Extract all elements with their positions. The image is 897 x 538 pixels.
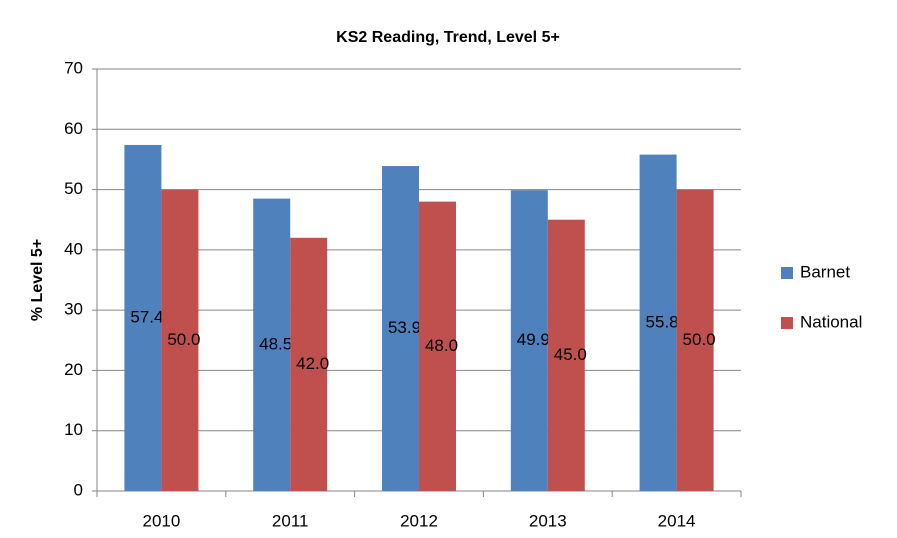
- x-tick-label: 2014: [658, 511, 696, 530]
- legend-swatch: [781, 317, 793, 329]
- data-label: 55.8: [646, 312, 679, 331]
- bar: [124, 144, 162, 491]
- y-tick-label: 20: [64, 360, 83, 379]
- x-tick-label: 2013: [529, 511, 567, 530]
- data-label: 50.0: [683, 330, 716, 349]
- bar: [290, 237, 328, 491]
- bar: [639, 154, 677, 491]
- y-tick-label: 50: [64, 179, 83, 198]
- y-tick-label: 0: [74, 480, 83, 499]
- bar: [161, 189, 199, 492]
- y-tick-label: 40: [64, 239, 83, 258]
- y-tick-label: 60: [64, 119, 83, 138]
- bar: [547, 219, 585, 491]
- y-tick-label: 30: [64, 300, 83, 319]
- bar: [676, 189, 714, 492]
- y-axis-title: % Level 5+: [29, 239, 46, 321]
- y-tick-label: 70: [64, 58, 83, 77]
- bar: [253, 198, 291, 491]
- data-label: 49.9: [517, 330, 550, 349]
- bar: [510, 190, 548, 491]
- legend-label: Barnet: [800, 262, 850, 281]
- chart-title: KS2 Reading, Trend, Level 5+: [336, 29, 560, 46]
- x-tick-label: 2010: [142, 511, 180, 530]
- x-tick-label: 2012: [400, 511, 438, 530]
- legend-swatch: [781, 267, 793, 279]
- data-label: 48.0: [425, 336, 458, 355]
- bar: [419, 201, 456, 491]
- bar: [382, 166, 419, 491]
- data-label: 50.0: [167, 330, 200, 349]
- data-label: 57.4: [130, 307, 163, 326]
- legend-label: National: [800, 312, 862, 331]
- data-label: 48.5: [259, 334, 292, 353]
- data-label: 53.9: [388, 318, 421, 337]
- y-tick-label: 10: [64, 420, 83, 439]
- x-tick-label: 2011: [272, 511, 309, 530]
- data-label: 42.0: [296, 354, 329, 373]
- data-label: 45.0: [554, 345, 587, 364]
